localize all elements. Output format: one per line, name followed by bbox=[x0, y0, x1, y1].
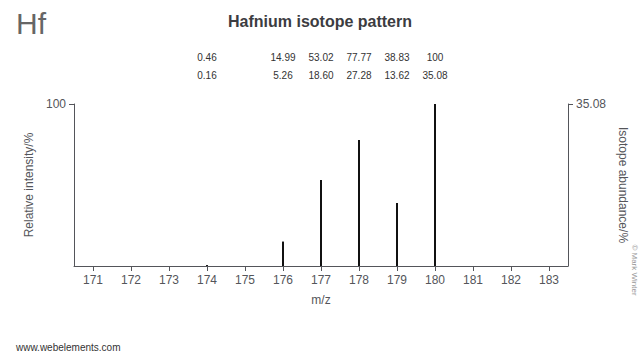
svg-text:Hf: Hf bbox=[16, 7, 47, 40]
svg-text:179: 179 bbox=[387, 273, 407, 287]
svg-text:5.26: 5.26 bbox=[273, 70, 293, 81]
svg-text:18.60: 18.60 bbox=[308, 70, 333, 81]
svg-text:© Mark Winter: © Mark Winter bbox=[630, 244, 639, 296]
svg-text:171: 171 bbox=[83, 273, 103, 287]
svg-text:35.08: 35.08 bbox=[576, 97, 606, 111]
svg-text:174: 174 bbox=[197, 273, 217, 287]
svg-text:175: 175 bbox=[235, 273, 255, 287]
svg-text:183: 183 bbox=[539, 273, 559, 287]
svg-text:m/z: m/z bbox=[311, 293, 330, 307]
svg-text:35.08: 35.08 bbox=[422, 70, 447, 81]
svg-text:180: 180 bbox=[425, 273, 445, 287]
svg-text:77.77: 77.77 bbox=[346, 52, 371, 63]
svg-text:Isotope abundance/%: Isotope abundance/% bbox=[616, 127, 630, 243]
svg-text:27.28: 27.28 bbox=[346, 70, 371, 81]
svg-text:0.46: 0.46 bbox=[197, 52, 217, 63]
svg-text:0.16: 0.16 bbox=[197, 70, 217, 81]
svg-text:100: 100 bbox=[427, 52, 444, 63]
svg-text:100: 100 bbox=[46, 97, 66, 111]
svg-text:14.99: 14.99 bbox=[270, 52, 295, 63]
svg-text:181: 181 bbox=[463, 273, 483, 287]
svg-text:www.webelements.com: www.webelements.com bbox=[15, 342, 120, 353]
svg-text:176: 176 bbox=[273, 273, 293, 287]
svg-text:Relative intensity/%: Relative intensity/% bbox=[22, 132, 36, 237]
svg-text:13.62: 13.62 bbox=[384, 70, 409, 81]
svg-text:38.83: 38.83 bbox=[384, 52, 409, 63]
svg-text:53.02: 53.02 bbox=[308, 52, 333, 63]
svg-text:Hafnium isotope pattern: Hafnium isotope pattern bbox=[228, 13, 412, 30]
svg-text:173: 173 bbox=[159, 273, 179, 287]
svg-text:182: 182 bbox=[501, 273, 521, 287]
svg-text:177: 177 bbox=[311, 273, 331, 287]
svg-text:172: 172 bbox=[121, 273, 141, 287]
svg-text:178: 178 bbox=[349, 273, 369, 287]
